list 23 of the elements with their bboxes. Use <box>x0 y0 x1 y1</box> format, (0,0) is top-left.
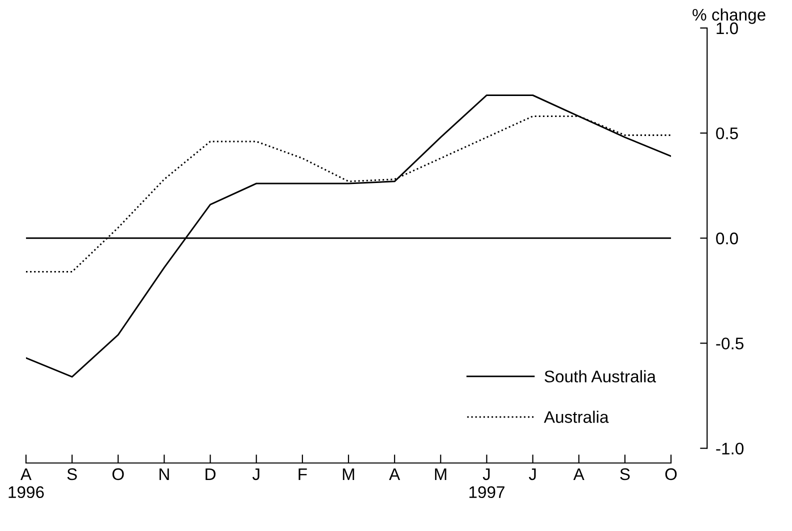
x-tick-label: J <box>528 468 536 480</box>
y-tick-label: 0.5 <box>716 127 738 140</box>
y-tick-label: 1.0 <box>716 22 738 34</box>
x-tick-label: S <box>620 468 630 480</box>
y-axis-title: % change <box>692 8 766 24</box>
x-tick-label: J <box>252 468 260 480</box>
x-tick-label: A <box>573 468 584 480</box>
x-tick-label: A 1996 <box>8 468 44 498</box>
legend-label: South Australia <box>544 370 656 382</box>
x-tick-label: D <box>206 468 216 480</box>
x-tick-label: A <box>389 468 400 480</box>
x-tick-label: O <box>112 468 124 480</box>
y-tick-label: -1.0 <box>716 442 744 454</box>
x-tick-label: N <box>160 468 169 480</box>
x-tick-label: F <box>298 468 307 480</box>
x-tick-label: M <box>435 468 446 480</box>
x-tick-label: O <box>665 468 677 480</box>
y-tick-label: -0.5 <box>716 338 744 350</box>
x-tick-label: S <box>67 468 77 480</box>
y-tick-label: 0.0 <box>716 232 738 244</box>
x-tick-label: M <box>342 468 354 480</box>
x-tick-label: J 1997 <box>469 468 504 498</box>
legend-label: Australia <box>544 410 609 423</box>
